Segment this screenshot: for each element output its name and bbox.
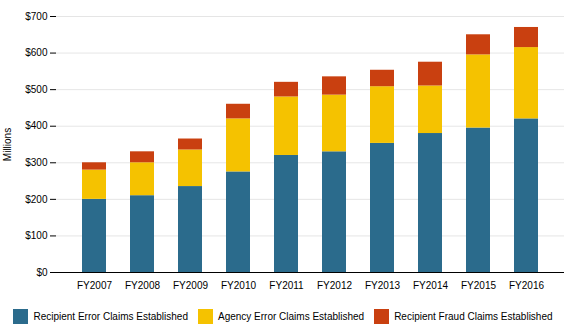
html-text:Recipient Error Claims Establi: Recipient Error Claims Established	[33, 311, 188, 322]
svg-text:FY2012: FY2012	[317, 280, 352, 291]
svg-text:$500: $500	[25, 84, 48, 95]
svg-text:$700: $700	[25, 11, 48, 22]
svg-text:$300: $300	[25, 157, 48, 168]
svg-text:FY2010: FY2010	[221, 280, 256, 291]
svg-text:FY2009: FY2009	[173, 280, 208, 291]
html-text:Recipient Fraud Claims Establi: Recipient Fraud Claims Established	[394, 311, 553, 322]
svg-text:FY2013: FY2013	[365, 280, 400, 291]
svg-text:FY2007: FY2007	[77, 280, 112, 291]
svg-text:FY2015: FY2015	[461, 280, 496, 291]
svg-text:Millions: Millions	[2, 128, 13, 161]
svg-text:$200: $200	[25, 194, 48, 205]
html-text:Agency Error Claims Establishe: Agency Error Claims Established	[218, 311, 365, 322]
svg-text:$600: $600	[25, 47, 48, 58]
svg-text:FY2011: FY2011	[269, 280, 304, 291]
svg-text:FY2016: FY2016	[509, 280, 544, 291]
svg-text:$400: $400	[25, 120, 48, 131]
svg-text:$100: $100	[25, 230, 48, 241]
svg-text:FY2014: FY2014	[413, 280, 448, 291]
svg-text:FY2008: FY2008	[125, 280, 160, 291]
svg-text:$0: $0	[36, 267, 48, 278]
